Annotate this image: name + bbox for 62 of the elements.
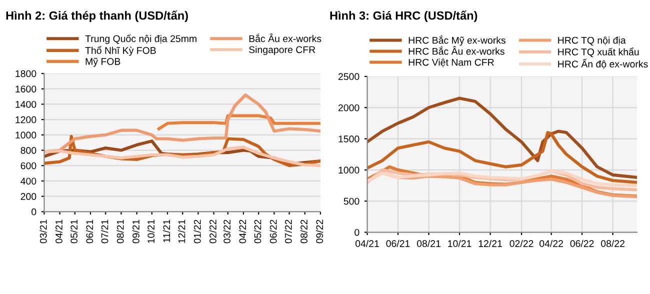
- x-tick-label: 11/21: [162, 220, 170, 242]
- legend-label: HRC TQ nội địa: [558, 36, 626, 46]
- y-tick-label: 1400: [16, 100, 36, 108]
- chart-title: Hình 2: Giá thép thanh (USD/tấn): [6, 10, 188, 22]
- line-series: [157, 114, 320, 130]
- x-tick-label: 08/22: [300, 220, 308, 244]
- x-tick-label: 05/22: [254, 220, 262, 244]
- y-tick-label: 2000: [338, 104, 360, 112]
- x-tick-label: 04/22: [238, 220, 246, 244]
- y-tick-label: 600: [20, 162, 36, 170]
- chart-title: Hình 3: Giá HRC (USD/tấn): [330, 10, 478, 22]
- x-tick-label: 04/22: [540, 240, 563, 248]
- x-tick-label: 12/21: [178, 220, 186, 243]
- x-tick-label: 06/21: [386, 240, 410, 248]
- x-tick-label: 01/22: [194, 220, 201, 244]
- line-series: [367, 170, 637, 188]
- y-tick-label: 500: [344, 198, 360, 205]
- x-tick-label: 07/21: [101, 220, 108, 244]
- line-series: [367, 96, 637, 179]
- legend-label: Bắc Âu ex-works: [249, 34, 322, 42]
- legend-label: HRC Việt Nam CFR: [408, 58, 494, 68]
- x-tick-label: 06/22: [270, 220, 277, 244]
- x-tick-label: 07/22: [284, 220, 292, 244]
- y-tick-label: 800: [20, 147, 36, 154]
- x-tick-label: 04/21: [355, 240, 379, 248]
- y-tick-label: 200: [20, 193, 36, 200]
- x-tick-label: 10/21: [448, 240, 472, 248]
- legend-label: HRC TQ xuất khẩu: [558, 47, 639, 58]
- x-tick-label: 03/22: [223, 220, 230, 244]
- y-tick-label: 2500: [338, 73, 360, 80]
- x-tick-label: 09/22: [316, 220, 324, 244]
- legend-label: HRC Bắc Mỹ ex-works: [408, 35, 506, 46]
- x-tick-label: 03/21: [40, 220, 47, 244]
- legend-label: HRC Ấn độ ex-works: [558, 58, 648, 69]
- x-tick-label: 10/21: [147, 220, 154, 243]
- x-tick-label: 06/21: [86, 220, 94, 244]
- x-tick-label: 08/21: [116, 220, 124, 244]
- line-series: [367, 131, 637, 184]
- y-tick-label: 400: [20, 178, 36, 185]
- line-series: [44, 146, 320, 168]
- y-tick-label: 0: [354, 228, 360, 236]
- x-tick-label: 04/21: [55, 220, 62, 244]
- y-tick-label: 1200: [16, 116, 36, 124]
- y-tick-label: 1000: [338, 166, 360, 174]
- legend-label: Mỹ FOB: [86, 58, 120, 67]
- x-tick-label: 05/21: [70, 220, 78, 244]
- x-tick-label: 09/21: [132, 220, 140, 244]
- legend-label: Thổ Nhĩ Kỳ FOB: [85, 46, 156, 56]
- y-tick-label: 1600: [16, 86, 36, 92]
- x-tick-label: 06/22: [570, 240, 594, 248]
- y-tick-label: 1500: [338, 136, 360, 142]
- y-tick-label: 1000: [16, 132, 36, 139]
- x-tick-label: 02/22: [209, 220, 216, 244]
- y-tick-label: 0: [32, 208, 36, 216]
- legend-label: Trung Quốc nội địa 25mm: [85, 34, 196, 44]
- x-tick-label: 08/21: [416, 240, 440, 248]
- legend-label: HRC Bắc Âu ex-works: [408, 46, 504, 55]
- y-tick-label: 1800: [16, 70, 36, 78]
- x-tick-label: 12/21: [478, 240, 502, 248]
- legend-label: Singapore CFR: [249, 46, 316, 56]
- x-tick-label: 08/22: [601, 240, 624, 248]
- x-tick-label: 02/22: [510, 240, 534, 248]
